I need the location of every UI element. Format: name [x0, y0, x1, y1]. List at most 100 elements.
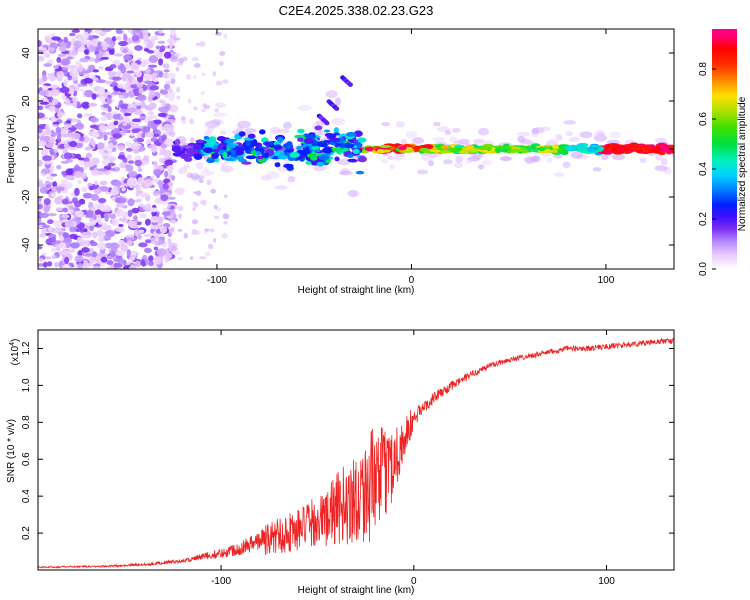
snr-y-multiplier-close: ) [10, 339, 21, 342]
heatmap-cell [92, 265, 101, 269]
heatmap-cell [616, 147, 625, 152]
heatmap-cell [135, 260, 141, 268]
heatmap-cell [97, 252, 108, 258]
heatmap-cell [82, 31, 89, 40]
heatmap-cell [213, 112, 226, 118]
heatmap-cell [56, 246, 61, 252]
heatmap-cell [435, 144, 442, 149]
heatmap-cell [114, 53, 124, 57]
heatmap-cell [64, 98, 71, 106]
heatmap-cell [130, 63, 139, 67]
heatmap-cell [427, 160, 435, 167]
heatmap-cell [101, 29, 112, 33]
heatmap-cell [95, 30, 102, 34]
heatmap-cell [181, 119, 187, 125]
heatmap-cell [314, 125, 323, 131]
heatmap-cell [297, 104, 312, 111]
heatmap-cell [72, 48, 78, 56]
heatmap-cell [592, 167, 602, 172]
heatmap-cell [123, 112, 132, 117]
snr-line [38, 337, 674, 569]
heatmap-cell [192, 201, 197, 206]
heatmap-cell [206, 139, 217, 146]
heatmap-cell [42, 70, 47, 77]
heatmap-cell [171, 175, 175, 181]
heatmap-cell [139, 115, 146, 120]
heatmap-cell [75, 228, 81, 233]
heatmap-cell [133, 199, 142, 203]
heatmap-cell [331, 117, 346, 126]
colorbar-label: Normalized spectral amplitude [737, 96, 748, 231]
heatmap-cell [97, 214, 102, 222]
heatmap-cell [143, 247, 152, 253]
heatmap-cell [198, 178, 204, 183]
heatmap-cell [51, 39, 56, 43]
heatmap-cell [120, 103, 130, 110]
heatmap-cell [149, 207, 158, 213]
heatmap-cell [113, 263, 123, 268]
heatmap-cell [131, 34, 140, 42]
heatmap-cell [654, 165, 668, 172]
heatmap-cell [119, 210, 124, 216]
heatmap-cell [65, 175, 75, 181]
colorbar-tick-label: 0.2 [698, 212, 709, 226]
heatmap-cell [145, 131, 154, 138]
heatmap-cell [600, 153, 609, 161]
heatmap-cell [193, 191, 197, 195]
heatmap-cell [117, 83, 127, 89]
heatmap-cell [639, 157, 647, 164]
heatmap-cell [334, 97, 342, 106]
heatmap-cell [74, 187, 80, 196]
heatmap-cell [530, 145, 537, 150]
heatmap-cell [237, 120, 251, 129]
heatmap-cell [648, 144, 656, 149]
heatmap-cell [395, 121, 406, 128]
heatmap-cell [219, 130, 227, 135]
heatmap-cell [458, 138, 471, 145]
heatmap-cell [186, 147, 197, 155]
heatmap-cell [164, 159, 174, 167]
heatmap-cell [247, 133, 256, 139]
heatmap-cell [148, 255, 154, 262]
heatmap-cell [115, 29, 123, 34]
snr-x-label: Height of straight line (km) [298, 585, 415, 596]
heatmap-cell [55, 207, 64, 212]
heatmap-cell [118, 223, 124, 228]
heatmap-cell [148, 144, 157, 150]
heatmap-cell [110, 82, 119, 87]
heatmap-cell [125, 237, 136, 241]
heatmap-cell [169, 211, 176, 218]
heatmap-cell [96, 171, 106, 175]
heatmap-cell [245, 140, 251, 147]
heatmap-cell [442, 159, 453, 165]
heatmap-cell [58, 45, 67, 53]
heatmap-cell [83, 228, 88, 233]
heatmap-cell [38, 258, 44, 262]
heatmap-cell [170, 29, 177, 36]
heatmap-cell [45, 184, 52, 188]
heatmap-cell [97, 236, 105, 243]
heatmap-cell [70, 242, 80, 249]
heatmap-cell [170, 245, 177, 251]
heatmap-cell [655, 154, 662, 161]
heatmap-cell [146, 41, 154, 49]
heatmap-cell [71, 29, 80, 33]
heatmap-cell [334, 156, 340, 162]
heatmap-cell [223, 33, 228, 40]
snr-y-multiplier-base: (x10 [10, 345, 21, 365]
heatmap-cell [214, 215, 220, 220]
heatmap-cell [517, 131, 530, 137]
heatmap-cell [38, 55, 45, 62]
heatmap-cell [209, 228, 215, 233]
heatmap-cell [139, 192, 150, 198]
heatmap-cell [441, 145, 449, 149]
heatmap-cell [207, 243, 214, 250]
heatmap-cell [452, 127, 461, 133]
heatmap-cell [174, 250, 181, 256]
heatmap-cell [294, 134, 305, 139]
heatmap-cell [88, 35, 94, 41]
spectrogram-panel: -100 0 100 -40 -20 0 20 40 Height of straight … [6, 28, 675, 296]
heatmap-cell [68, 127, 77, 131]
heatmap-cell [117, 154, 126, 160]
